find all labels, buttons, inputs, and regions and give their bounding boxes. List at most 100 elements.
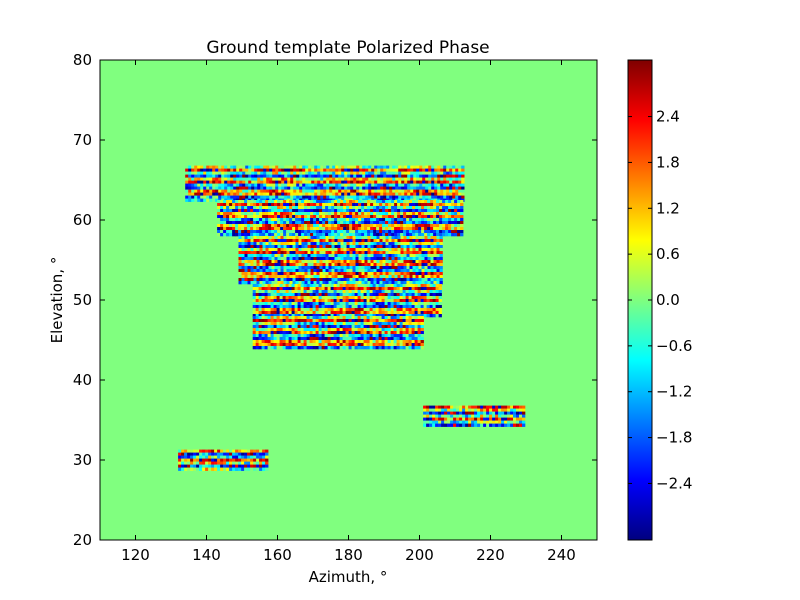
- heatmap-cell: [356, 180, 360, 184]
- heatmap-cell: [239, 189, 243, 193]
- heatmap-cell: [457, 203, 461, 207]
- heatmap-cell: [405, 299, 409, 303]
- heatmap-cell: [211, 452, 215, 456]
- heatmap-cell: [384, 337, 388, 341]
- heatmap-cell: [331, 254, 335, 258]
- heatmap-cell: [430, 221, 434, 225]
- heatmap-cell: [294, 325, 298, 329]
- heatmap-cell: [349, 254, 353, 258]
- heatmap-cell: [267, 305, 271, 309]
- heatmap-cell: [495, 411, 499, 415]
- heatmap-cell: [424, 257, 428, 261]
- heatmap-cell: [390, 343, 394, 347]
- heatmap-cell: [429, 414, 433, 418]
- heatmap-cell: [393, 331, 397, 335]
- x-tick-label: 160: [263, 546, 292, 564]
- heatmap-cell: [443, 180, 447, 184]
- heatmap-cell: [229, 455, 233, 459]
- heatmap-cell: [382, 254, 386, 258]
- heatmap-cell: [310, 221, 314, 225]
- heatmap-cell: [191, 171, 195, 175]
- heatmap-cell: [421, 215, 425, 219]
- heatmap-cell: [185, 189, 189, 193]
- heatmap-cell: [238, 209, 242, 213]
- heatmap-cell: [355, 254, 359, 258]
- heatmap-cell: [267, 334, 271, 338]
- heatmap-cell: [278, 192, 282, 196]
- heatmap-cell: [452, 171, 456, 175]
- heatmap-cell: [238, 449, 242, 453]
- heatmap-cell: [443, 177, 447, 181]
- heatmap-cell: [252, 287, 256, 291]
- heatmap-cell: [447, 423, 451, 427]
- heatmap-cell: [358, 242, 362, 246]
- heatmap-cell: [290, 174, 294, 178]
- heatmap-cell: [283, 221, 287, 225]
- heatmap-cell: [410, 174, 414, 178]
- heatmap-cell: [271, 260, 275, 264]
- heatmap-cell: [365, 174, 369, 178]
- heatmap-cell: [258, 331, 262, 335]
- heatmap-cell: [271, 266, 275, 270]
- heatmap-cell: [348, 334, 352, 338]
- heatmap-cell: [378, 284, 382, 288]
- heatmap-cell: [393, 328, 397, 332]
- heatmap-cell: [409, 203, 413, 207]
- heatmap-cell: [474, 408, 478, 412]
- heatmap-cell: [415, 212, 419, 216]
- heatmap-cell: [352, 209, 356, 213]
- heatmap-cell: [252, 296, 256, 300]
- heatmap-cell: [343, 272, 347, 276]
- heatmap-cell: [304, 203, 308, 207]
- heatmap-cell: [477, 411, 481, 415]
- heatmap-cell: [386, 189, 390, 193]
- heatmap-cell: [425, 186, 429, 190]
- heatmap-cell: [339, 337, 343, 341]
- heatmap-cell: [498, 423, 502, 427]
- heatmap-cell: [337, 203, 341, 207]
- heatmap-cell: [363, 322, 367, 326]
- heatmap-cell: [230, 174, 234, 178]
- heatmap-cell: [345, 284, 349, 288]
- heatmap-cell: [338, 171, 342, 175]
- heatmap-cell: [408, 325, 412, 329]
- heatmap-cell: [292, 215, 296, 219]
- heatmap-cell: [241, 209, 245, 213]
- heatmap-cell: [265, 233, 269, 237]
- heatmap-cell: [296, 189, 300, 193]
- heatmap-cell: [378, 331, 382, 335]
- heatmap-cell: [327, 346, 331, 350]
- heatmap-cell: [443, 192, 447, 196]
- heatmap-cell: [400, 260, 404, 264]
- heatmap-cell: [303, 302, 307, 306]
- heatmap-cell: [447, 408, 451, 412]
- heatmap-cell: [309, 284, 313, 288]
- heatmap-cell: [355, 203, 359, 207]
- heatmap-cell: [430, 224, 434, 228]
- heatmap-cell: [408, 328, 412, 332]
- heatmap-cell: [379, 221, 383, 225]
- heatmap-cell: [316, 233, 320, 237]
- heatmap-cell: [432, 405, 436, 409]
- heatmap-cell: [221, 174, 225, 178]
- heatmap-cell: [271, 254, 275, 258]
- heatmap-cell: [238, 452, 242, 456]
- heatmap-cell: [300, 316, 304, 320]
- heatmap-cell: [322, 227, 326, 231]
- heatmap-cell: [431, 177, 435, 181]
- heatmap-cell: [442, 218, 446, 222]
- heatmap-cell: [332, 192, 336, 196]
- heatmap-cell: [340, 266, 344, 270]
- heatmap-cell: [270, 331, 274, 335]
- heatmap-cell: [315, 340, 319, 344]
- heatmap-cell: [325, 200, 329, 204]
- heatmap-cell: [322, 248, 326, 252]
- heatmap-cell: [250, 245, 254, 249]
- heatmap-cell: [262, 278, 266, 282]
- heatmap-cell: [342, 308, 346, 312]
- heatmap-cell: [439, 209, 443, 213]
- heatmap-cell: [280, 233, 284, 237]
- heatmap-cell: [376, 260, 380, 264]
- heatmap-cell: [346, 269, 350, 273]
- heatmap-cell: [333, 316, 337, 320]
